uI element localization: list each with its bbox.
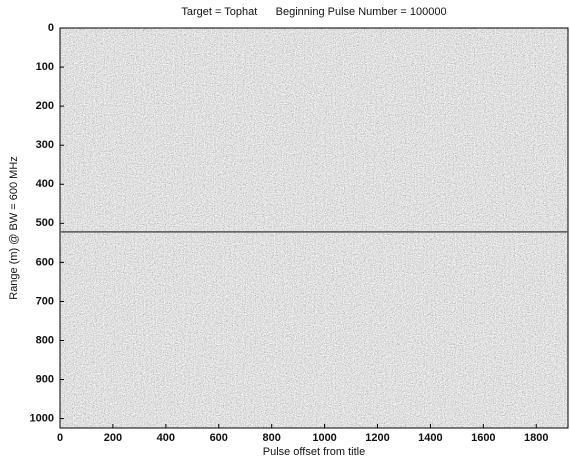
y-tick-label: 900 [36, 373, 54, 385]
y-tick-label: 1000 [30, 413, 54, 425]
chart-title: Target = Tophat Beginning Pulse Number =… [181, 6, 446, 18]
x-tick-label: 1000 [312, 432, 336, 444]
y-tick-label: 100 [36, 61, 54, 73]
x-tick-label: 1400 [418, 432, 442, 444]
y-tick-label: 300 [36, 139, 54, 151]
y-tick-label: 800 [36, 334, 54, 346]
y-tick-label: 500 [36, 217, 54, 229]
x-tick-label: 200 [104, 432, 122, 444]
x-tick-label: 0 [57, 432, 63, 444]
y-tick-label: 700 [36, 295, 54, 307]
x-tick-label: 400 [157, 432, 175, 444]
x-tick-label: 1200 [365, 432, 389, 444]
x-tick-label: 1600 [471, 432, 495, 444]
y-axis-label: Range (m) @ BW = 600 MHz [8, 156, 20, 300]
plot-frame [59, 27, 569, 429]
y-tick-label: 200 [36, 100, 54, 112]
x-tick-label: 800 [262, 432, 280, 444]
y-tick-label: 400 [36, 178, 54, 190]
x-tick-label: 1800 [524, 432, 548, 444]
x-axis-label: Pulse offset from title [263, 446, 366, 458]
y-tick-label: 0 [48, 22, 54, 34]
x-tick-label: 600 [210, 432, 228, 444]
y-tick-label: 600 [36, 256, 54, 268]
noise-image [60, 28, 568, 428]
